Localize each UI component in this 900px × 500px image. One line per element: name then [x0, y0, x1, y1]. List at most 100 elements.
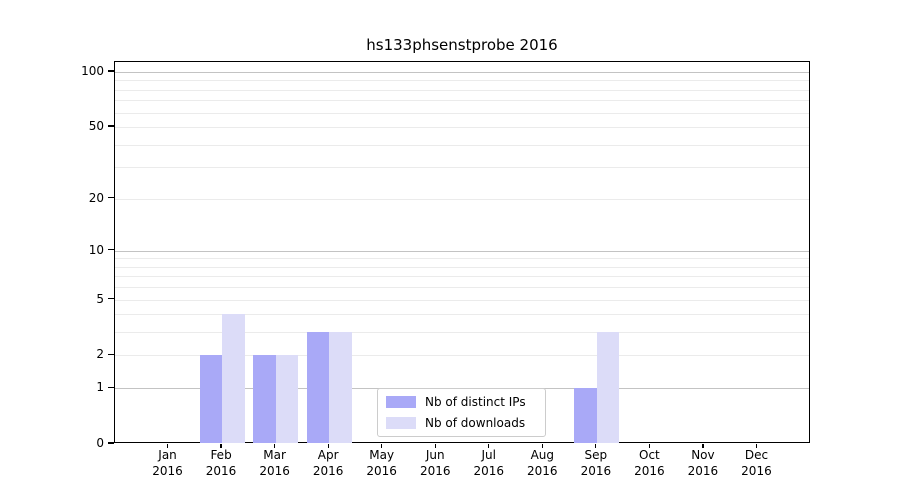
x-tick-month: Aug — [530, 448, 555, 462]
x-tick-year: 2016 — [312, 463, 344, 478]
plot-area — [114, 61, 810, 443]
gridline-minor — [115, 89, 809, 91]
x-tick-year: 2016 — [152, 463, 183, 478]
legend: Nb of distinct IPs Nb of downloads — [377, 388, 546, 437]
x-tick-label: Nov 2016 — [673, 448, 733, 479]
x-tick-month: Apr — [317, 448, 339, 462]
x-tick-month: Jun — [425, 448, 445, 462]
x-tick-label: Jan 2016 — [138, 448, 198, 479]
x-tick-label: Feb 2016 — [191, 448, 251, 479]
y-tick-mark — [108, 249, 114, 251]
bar-downloads-mar — [275, 355, 299, 443]
bar-distinct-ips-feb — [199, 355, 223, 443]
legend-swatch-downloads — [386, 416, 416, 429]
gridline-minor — [115, 355, 809, 357]
chart-title: hs133phsenstprobe 2016 — [366, 36, 558, 54]
x-tick-mark — [595, 443, 597, 448]
y-tick-mark — [108, 386, 114, 388]
x-tick-label: Mar 2016 — [245, 448, 305, 479]
bar-distinct-ips-apr — [306, 332, 330, 443]
y-tick-mark — [108, 353, 114, 356]
x-tick-label: Apr 2016 — [298, 448, 358, 479]
x-tick-year: 2016 — [741, 463, 772, 478]
y-tick-mark — [108, 70, 114, 72]
x-tick-month: Nov — [691, 448, 715, 462]
bar-downloads-feb — [222, 314, 245, 443]
x-tick-year: 2016 — [527, 463, 558, 478]
gridline-minor — [115, 266, 809, 268]
gridline-minor — [115, 299, 809, 301]
x-tick-mark — [488, 443, 490, 448]
gridline-minor — [115, 276, 809, 278]
gridline-minor — [115, 314, 809, 316]
x-tick-label: May 2016 — [352, 448, 412, 479]
gridline-minor — [115, 144, 809, 146]
y-tick-mark — [108, 125, 114, 127]
y-tick-mark — [108, 442, 114, 444]
gridline-minor — [115, 332, 809, 334]
x-tick-mark — [541, 443, 543, 448]
gridline-minor — [115, 80, 809, 82]
x-tick-year: 2016 — [366, 463, 397, 478]
gridline-major — [115, 250, 809, 252]
y-tick-label: 20 — [88, 190, 104, 205]
y-tick-label: 100 — [81, 64, 104, 78]
x-tick-month: Jan — [158, 448, 177, 462]
gridline-minor — [115, 112, 809, 114]
x-tick-year: 2016 — [634, 463, 665, 478]
x-tick-year: 2016 — [687, 463, 719, 478]
x-tick-mark — [702, 443, 704, 448]
y-tick-label: 1 — [96, 380, 104, 395]
legend-label-distinct-ips: Nb of distinct IPs — [425, 395, 526, 410]
x-tick-label: Dec 2016 — [726, 448, 786, 479]
gridline-major — [115, 72, 809, 73]
x-tick-year: 2016 — [259, 463, 290, 478]
y-tick-label: 10 — [88, 242, 104, 257]
x-tick-label: Aug 2016 — [512, 448, 572, 479]
y-tick-mark — [108, 196, 114, 199]
x-tick-year: 2016 — [580, 463, 612, 478]
y-tick-label: 2 — [96, 347, 104, 362]
x-tick-month: Mar — [263, 448, 286, 462]
gridline-minor — [115, 258, 809, 260]
x-tick-mark — [166, 443, 169, 448]
x-tick-mark — [755, 443, 758, 448]
x-tick-mark — [274, 443, 276, 448]
legend-item-downloads: Nb of downloads — [386, 416, 545, 430]
bar-distinct-ips-sep — [574, 388, 597, 443]
bar-downloads-sep — [596, 332, 620, 443]
legend-label-downloads: Nb of downloads — [425, 415, 526, 430]
x-tick-mark — [220, 443, 222, 448]
y-tick-label: 50 — [88, 119, 104, 134]
x-tick-year: 2016 — [205, 463, 237, 478]
x-tick-mark — [648, 443, 650, 448]
gridline-minor — [115, 100, 809, 102]
bar-downloads-apr — [329, 332, 352, 443]
legend-item-distinct-ips: Nb of distinct IPs — [386, 395, 545, 409]
legend-swatch-distinct-ips — [386, 396, 416, 409]
y-tick-mark — [108, 297, 114, 300]
x-tick-mark — [381, 443, 383, 448]
bar-distinct-ips-mar — [253, 355, 276, 443]
gridline-minor — [115, 167, 809, 169]
x-tick-mark — [434, 443, 436, 448]
gridline-minor — [115, 198, 809, 200]
gridline-minor — [115, 127, 809, 129]
x-tick-month: Sep — [584, 448, 608, 462]
x-tick-mark — [327, 443, 329, 448]
x-tick-label: Oct 2016 — [619, 448, 679, 479]
y-tick-label: 5 — [96, 291, 104, 306]
x-tick-label: Sep 2016 — [566, 448, 626, 479]
x-tick-label: Jul 2016 — [459, 448, 519, 479]
x-tick-month: May — [369, 448, 395, 462]
x-tick-month: Feb — [210, 448, 232, 462]
x-tick-month: Jul — [481, 448, 496, 462]
x-tick-month: Dec — [744, 448, 769, 462]
x-tick-year: 2016 — [473, 463, 505, 478]
y-tick-label: 0 — [96, 436, 104, 450]
x-tick-label: Jun 2016 — [405, 448, 465, 479]
gridline-minor — [115, 287, 809, 289]
x-tick-year: 2016 — [419, 463, 451, 478]
x-tick-month: Oct — [639, 448, 660, 462]
